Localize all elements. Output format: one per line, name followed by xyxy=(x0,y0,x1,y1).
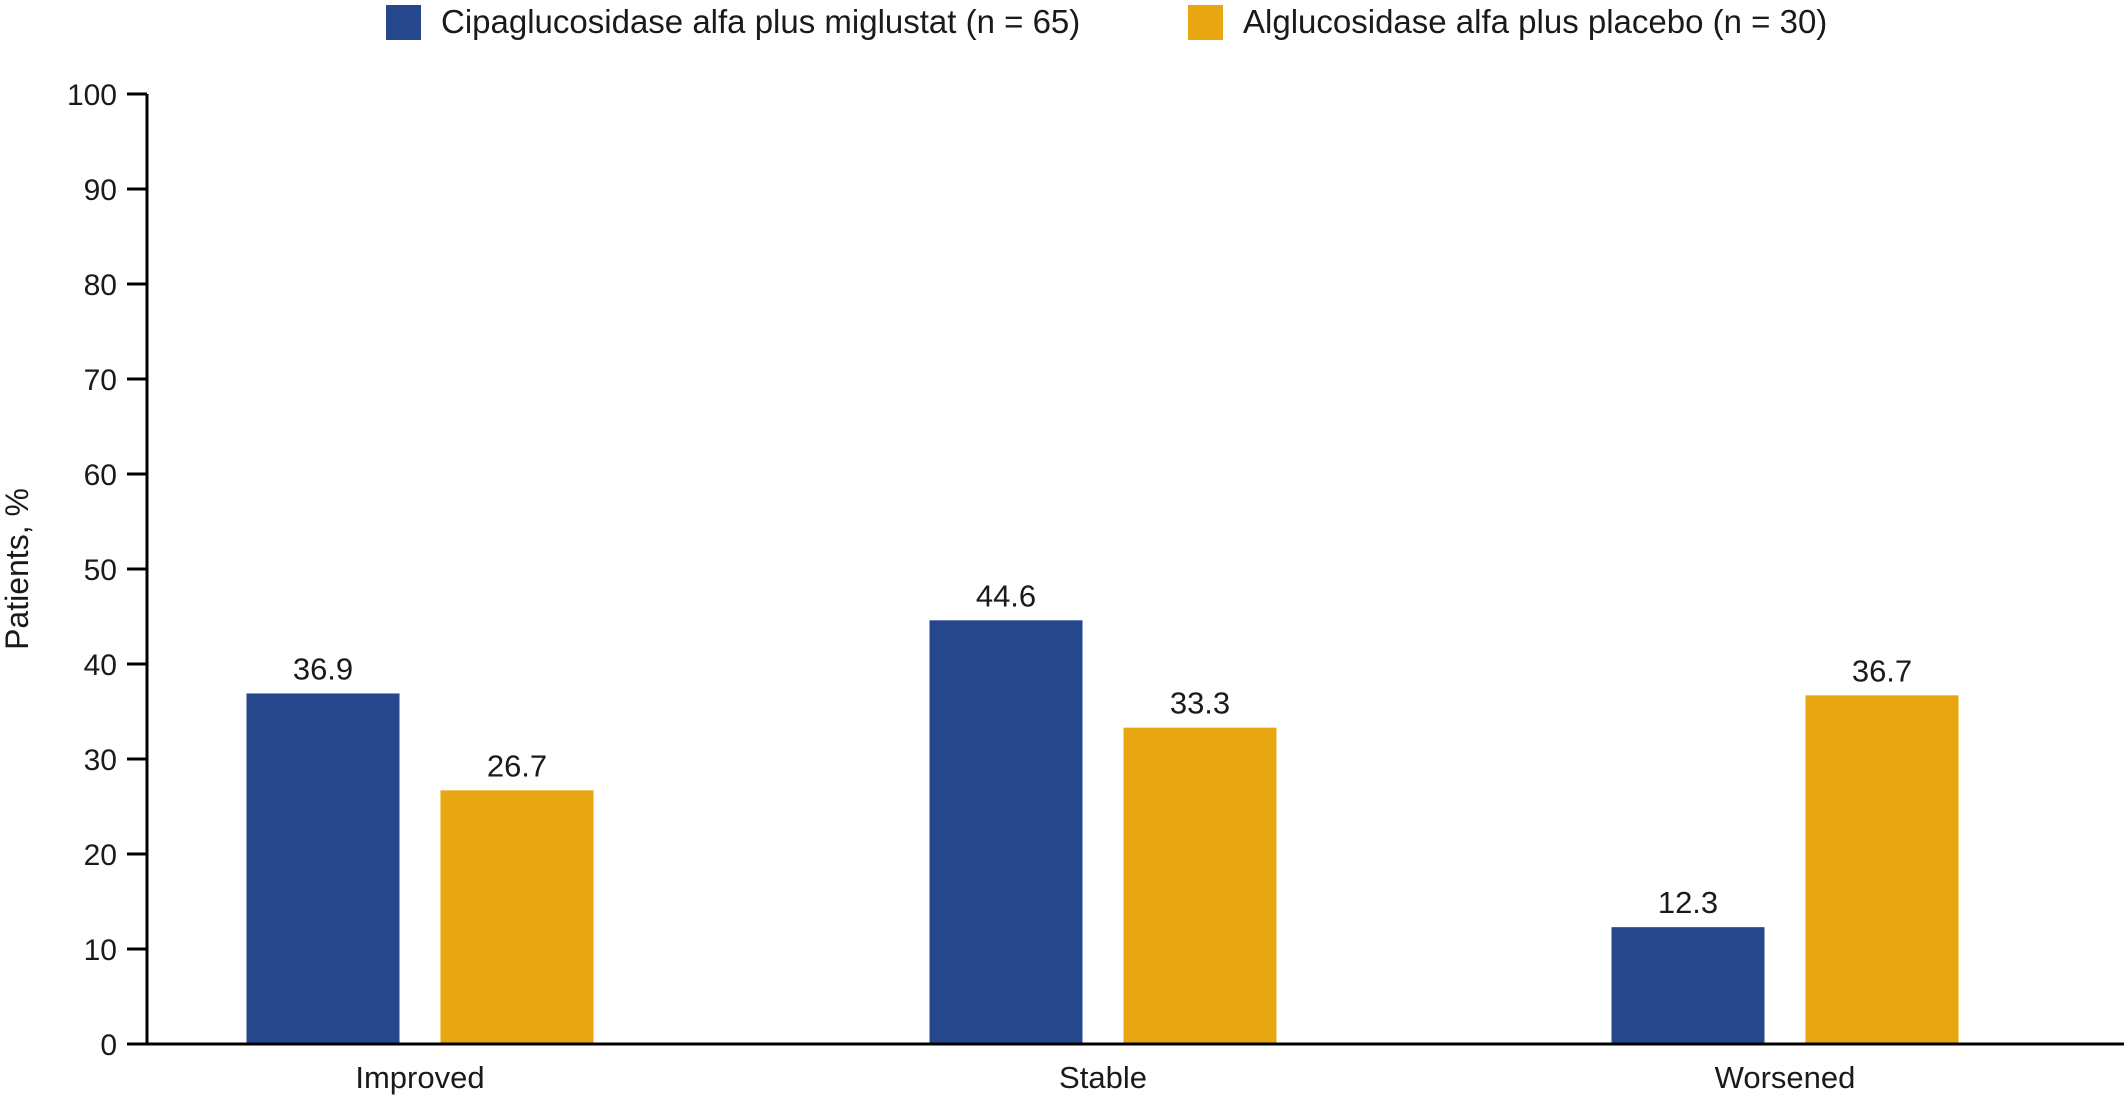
y-tick-label: 80 xyxy=(84,269,117,302)
legend-swatch-cipaglucosidase xyxy=(386,4,421,40)
bar-value-label: 36.9 xyxy=(293,651,353,686)
y-tick-label: 10 xyxy=(84,934,117,967)
y-tick-label: 0 xyxy=(100,1029,117,1062)
bar-worsened-series-1 xyxy=(1805,695,1959,1044)
legend: Cipaglucosidase alfa plus miglustat (n =… xyxy=(0,0,2128,50)
y-tick-label: 100 xyxy=(67,79,117,112)
bar-data-labels: 36.9 26.7 44.6 33.3 12.3 36.7 xyxy=(293,578,1912,920)
bar-improved-series-1 xyxy=(440,790,594,1044)
y-tick-label: 50 xyxy=(84,554,117,587)
x-tick-label-improved: Improved xyxy=(355,1060,484,1095)
bar-stable-series-0 xyxy=(929,620,1083,1044)
bar-value-label: 33.3 xyxy=(1170,686,1230,721)
legend-item-cipaglucosidase: Cipaglucosidase alfa plus miglustat (n =… xyxy=(386,0,1080,44)
bar-value-label: 36.7 xyxy=(1852,653,1912,688)
bar-value-label: 44.6 xyxy=(976,578,1036,613)
y-tick-label: 70 xyxy=(84,364,117,397)
bar-improved-series-0 xyxy=(246,693,400,1044)
bar-worsened-series-0 xyxy=(1611,927,1765,1044)
y-tick-label: 60 xyxy=(84,459,117,492)
legend-label-alglucosidase: Alglucosidase alfa plus placebo (n = 30) xyxy=(1243,3,1828,40)
legend-item-alglucosidase: Alglucosidase alfa plus placebo (n = 30) xyxy=(1188,0,1827,44)
bar-value-label: 26.7 xyxy=(487,748,547,783)
x-axis-labels: Improved Stable Worsened xyxy=(355,1060,1855,1095)
y-tick-label: 40 xyxy=(84,649,117,682)
bars xyxy=(246,620,1959,1044)
y-axis-title: Patients, % xyxy=(0,488,35,650)
y-tick-label: 20 xyxy=(84,839,117,872)
x-tick-label-stable: Stable xyxy=(1059,1060,1147,1095)
y-tick-label: 30 xyxy=(84,744,117,777)
legend-label-cipaglucosidase: Cipaglucosidase alfa plus miglustat (n =… xyxy=(441,3,1081,40)
bar-value-label: 12.3 xyxy=(1658,885,1718,920)
x-tick-label-worsened: Worsened xyxy=(1715,1060,1856,1095)
y-tick-label: 90 xyxy=(84,174,117,207)
y-axis-ticks: 0 10 20 30 40 50 60 70 80 90 100 xyxy=(67,79,147,1062)
bar-stable-series-1 xyxy=(1123,727,1277,1044)
legend-swatch-alglucosidase xyxy=(1188,4,1223,40)
